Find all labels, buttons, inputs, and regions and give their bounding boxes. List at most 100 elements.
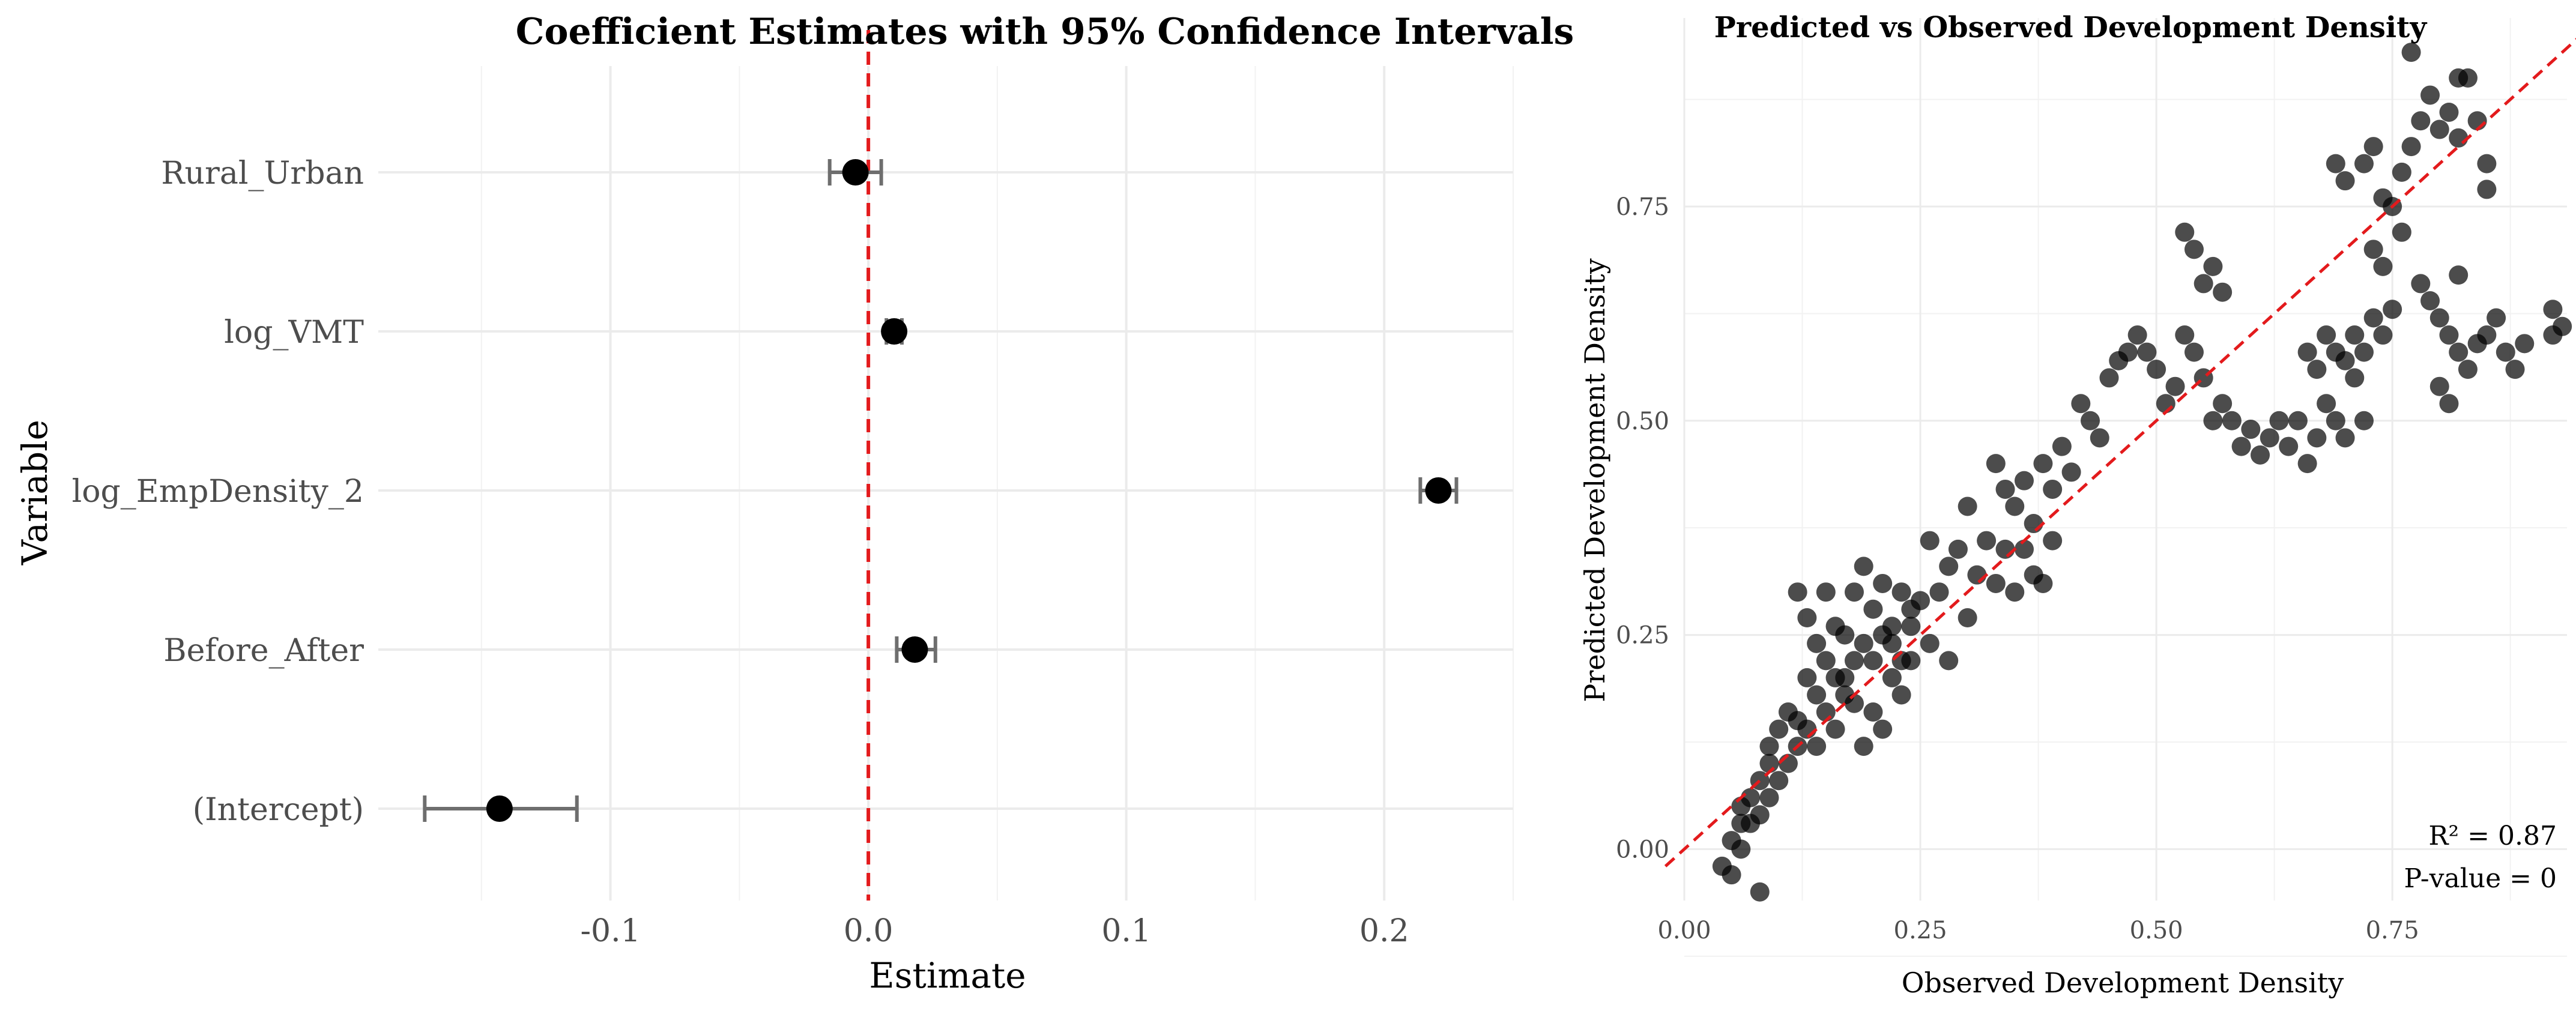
scatter-point bbox=[2024, 514, 2043, 534]
y-tick-label: 0.50 bbox=[1616, 408, 1669, 435]
estimate-tick-labels: -0.1 0.0 0.1 0.2 bbox=[580, 913, 1409, 949]
scatter-point bbox=[2439, 325, 2459, 345]
scatter-point bbox=[2260, 428, 2279, 448]
scatter-point bbox=[1741, 788, 1761, 807]
scatter-point bbox=[2420, 85, 2440, 105]
scatter-point bbox=[1863, 651, 1883, 671]
scatter-point bbox=[1759, 737, 1779, 756]
scatter-point bbox=[2251, 445, 2270, 465]
scatter-point bbox=[2005, 582, 2025, 602]
scatter-point bbox=[2373, 325, 2393, 345]
x-tick-label: 0.00 bbox=[1657, 917, 1711, 944]
scatter-point bbox=[2326, 154, 2345, 174]
scatter-point bbox=[1835, 625, 1855, 645]
variable-label: (Intercept) bbox=[193, 792, 364, 828]
scatter-point bbox=[1731, 813, 1751, 833]
scatter-point bbox=[1920, 633, 1940, 653]
y-tick-label: 0.00 bbox=[1616, 836, 1669, 863]
scatter-point bbox=[2335, 428, 2355, 448]
x-tick-label: 0.50 bbox=[2130, 917, 2183, 944]
scatter-point bbox=[1939, 651, 1959, 671]
scatter-point bbox=[2345, 325, 2365, 345]
scatter-point bbox=[2317, 394, 2336, 414]
coefficient-panel: Rural_Urban log_VMT log_EmpDensity_2 Before… bbox=[14, 11, 1574, 996]
scatter-point bbox=[2213, 282, 2233, 302]
scatter-point bbox=[1844, 651, 1864, 671]
scatter-point bbox=[1986, 454, 2006, 474]
scatter-point bbox=[1797, 608, 1817, 628]
x-tick-label: 0.1 bbox=[1101, 913, 1151, 949]
scatter-point bbox=[1844, 582, 1864, 602]
scatter-point bbox=[1986, 573, 2006, 593]
scatter-point bbox=[2184, 342, 2204, 362]
variable-label: log_VMT bbox=[224, 315, 364, 351]
scatter-point bbox=[2477, 154, 2497, 174]
scatter-point bbox=[2373, 256, 2393, 276]
x-tick-label: 0.25 bbox=[1894, 917, 1947, 944]
scatter-point bbox=[2127, 325, 2147, 345]
scatter-point bbox=[1882, 633, 1902, 653]
scatter-point bbox=[2194, 274, 2213, 294]
scatter-point bbox=[1854, 633, 1873, 653]
scatter-point bbox=[2307, 360, 2327, 379]
variable-label: log_EmpDensity_2 bbox=[72, 474, 364, 510]
scatter-point bbox=[2269, 411, 2289, 430]
scatter-point bbox=[1854, 737, 1873, 756]
scatter-point bbox=[2288, 411, 2308, 430]
coefficient-point-log_EmpDensity_2 bbox=[1425, 477, 1452, 504]
scatter-point bbox=[2420, 291, 2440, 310]
scatter-point bbox=[1863, 702, 1883, 722]
scatter-point bbox=[1750, 805, 1770, 825]
scatter-point bbox=[1759, 788, 1779, 807]
scatter-point bbox=[1891, 685, 1911, 705]
scatter-point bbox=[2184, 240, 2204, 259]
coefficient-x-axis-title: Estimate bbox=[869, 955, 1026, 996]
scatter-point bbox=[2392, 162, 2411, 182]
scatter-point bbox=[1854, 557, 1873, 576]
scatter-point bbox=[2392, 222, 2411, 242]
coefficient-point-Before_After bbox=[901, 636, 928, 663]
scatter-point bbox=[2297, 454, 2317, 474]
coefficient-points bbox=[486, 159, 1452, 822]
scatter-point bbox=[1958, 608, 1977, 628]
scatter-point bbox=[2203, 411, 2223, 430]
scatter-point bbox=[2458, 360, 2478, 379]
scatter-point bbox=[1873, 719, 1893, 739]
scatter-point bbox=[1807, 737, 1827, 756]
scatter-chart-title: Predicted vs Observed Development Densit… bbox=[1714, 11, 2428, 44]
scatter-point bbox=[2543, 300, 2563, 319]
scatter-point bbox=[2553, 316, 2572, 336]
scatter-point bbox=[1788, 582, 1807, 602]
scatter-point bbox=[2307, 428, 2327, 448]
scatter-point bbox=[2429, 119, 2449, 139]
scatter-point bbox=[2118, 342, 2138, 362]
scatter-point bbox=[2363, 240, 2383, 259]
scatter-point bbox=[1722, 831, 1741, 851]
scatter-point bbox=[2354, 154, 2374, 174]
scatter-point bbox=[2429, 308, 2449, 328]
scatter-point bbox=[2487, 308, 2506, 328]
scatter-point bbox=[1901, 599, 1921, 619]
scatter-point bbox=[2477, 325, 2497, 345]
coefficient-point-log_VMT bbox=[881, 318, 908, 345]
observed-tick-labels: 0.00 0.25 0.50 0.75 bbox=[1657, 917, 2419, 944]
scatter-point bbox=[2449, 128, 2469, 148]
scatter-point bbox=[2429, 376, 2449, 396]
scatter-point bbox=[1844, 693, 1864, 713]
scatter-point bbox=[1967, 565, 1987, 585]
scatter-point bbox=[2505, 360, 2525, 379]
scatter-point bbox=[1948, 539, 1968, 559]
scatter-panel: 0.00 0.25 0.50 0.75 0.00 0.25 0.50 0.75 Predic… bbox=[1579, 11, 2576, 999]
scatter-point bbox=[1873, 573, 1893, 593]
scatter-point bbox=[2033, 454, 2053, 474]
scatter-point bbox=[2175, 325, 2195, 345]
variable-label: Rural_Urban bbox=[161, 155, 364, 192]
scatter-point bbox=[1920, 531, 1940, 551]
x-tick-label: -0.1 bbox=[580, 913, 640, 949]
scatter-point bbox=[2279, 436, 2299, 456]
scatter-x-axis-title: Observed Development Density bbox=[1902, 967, 2344, 999]
scatter-point bbox=[2354, 342, 2374, 362]
x-tick-label: 0.75 bbox=[2366, 917, 2419, 944]
scatter-point bbox=[1797, 668, 1817, 687]
